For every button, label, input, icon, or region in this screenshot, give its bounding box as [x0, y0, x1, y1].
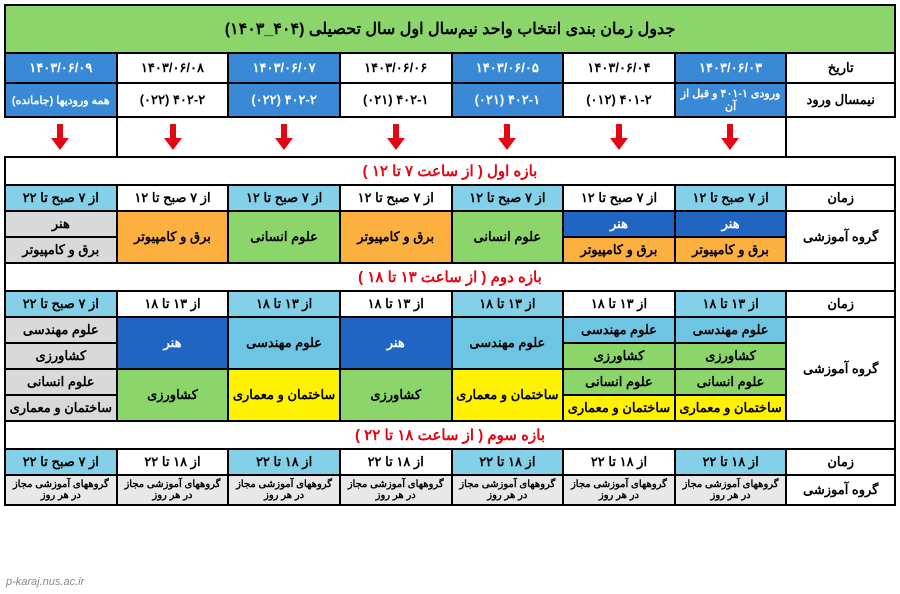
entry-6: همه ورودیها (جامانده)	[5, 83, 117, 117]
g-ensani: علوم انسانی	[228, 211, 340, 263]
date-1: ۱۴۰۳/۰۶/۰۴	[563, 53, 675, 83]
g-mohandesi: علوم مهندسی	[675, 317, 787, 343]
t1-3: از ۷ صبح تا ۱۲	[340, 185, 452, 211]
g-mohandesi: علوم مهندسی	[5, 317, 117, 343]
label-entry: نیمسال ورود	[786, 83, 895, 117]
g-honar: هنر	[5, 211, 117, 237]
date-4: ۱۴۰۳/۰۶/۰۷	[228, 53, 340, 83]
arrow-icon	[383, 122, 409, 152]
t2-1: از ۱۳ تا ۱۸	[563, 291, 675, 317]
t3-3: از ۱۸ تا ۲۲	[340, 449, 452, 475]
g-all: گروههای آموزشی مجاز در هر روز	[452, 475, 564, 505]
label-time: زمان	[786, 449, 895, 475]
label-date: تاریخ	[786, 53, 895, 83]
t2-4: از ۱۳ تا ۱۸	[228, 291, 340, 317]
arrow-icon	[47, 122, 73, 152]
g-ensani: علوم انسانی	[675, 369, 787, 395]
g-all: گروههای آموزشی مجاز در هر روز	[5, 475, 117, 505]
t1-2: از ۷ صبح تا ۱۲	[452, 185, 564, 211]
t2-0: از ۱۳ تا ۱۸	[675, 291, 787, 317]
date-6: ۱۴۰۳/۰۶/۰۹	[5, 53, 117, 83]
t3-0: از ۱۸ تا ۲۲	[675, 449, 787, 475]
g-memari: ساختمان و معماری	[452, 369, 564, 421]
date-3: ۱۴۰۳/۰۶/۰۶	[340, 53, 452, 83]
t2-2: از ۱۳ تا ۱۸	[452, 291, 564, 317]
g-kesh: کشاورزی	[563, 343, 675, 369]
t1-6: از ۷ صبح تا ۲۲	[5, 185, 117, 211]
label-time: زمان	[786, 291, 895, 317]
section-1: بازه اول ( از ساعت ۷ تا ۱۲ )	[5, 157, 895, 185]
g-memari: ساختمان و معماری	[5, 395, 117, 421]
g-honar: هنر	[117, 317, 229, 369]
entry-3: ۴۰۲-۱ (۰۲۱)	[340, 83, 452, 117]
entry-1: ۴۰۱-۲ (۰۱۲)	[563, 83, 675, 117]
g-barq: برق و کامپیوتر	[117, 211, 229, 263]
entry-2: ۴۰۲-۱ (۰۲۱)	[452, 83, 564, 117]
g-memari: ساختمان و معماری	[228, 369, 340, 421]
t2-3: از ۱۳ تا ۱۸	[340, 291, 452, 317]
g-barq: برق و کامپیوتر	[5, 237, 117, 263]
g-all: گروههای آموزشی مجاز در هر روز	[340, 475, 452, 505]
date-0: ۱۴۰۳/۰۶/۰۳	[675, 53, 787, 83]
t1-0: از ۷ صبح تا ۱۲	[675, 185, 787, 211]
g-honar: هنر	[563, 211, 675, 237]
section-3: بازه سوم ( از ساعت ۱۸ تا ۲۲ )	[5, 421, 895, 449]
g-barq: برق و کامپیوتر	[675, 237, 787, 263]
g-barq: برق و کامپیوتر	[340, 211, 452, 263]
g-mohandesi: علوم مهندسی	[452, 317, 564, 369]
g-kesh: کشاورزی	[5, 343, 117, 369]
arrow-icon	[717, 122, 743, 152]
g-all: گروههای آموزشی مجاز در هر روز	[563, 475, 675, 505]
date-2: ۱۴۰۳/۰۶/۰۵	[452, 53, 564, 83]
arrow-icon	[606, 122, 632, 152]
t1-4: از ۷ صبح تا ۱۲	[228, 185, 340, 211]
g-mohandesi: علوم مهندسی	[228, 317, 340, 369]
entry-0: ورودی ۱-۴۰۱ و قبل از آن	[675, 83, 787, 117]
label-group: گروه آموزشی	[786, 317, 895, 421]
t1-1: از ۷ صبح تا ۱۲	[563, 185, 675, 211]
g-mohandesi: علوم مهندسی	[563, 317, 675, 343]
section-2: بازه دوم ( از ساعت ۱۳ تا ۱۸ )	[5, 263, 895, 291]
label-group: گروه آموزشی	[786, 211, 895, 263]
g-ensani: علوم انسانی	[452, 211, 564, 263]
g-honar: هنر	[675, 211, 787, 237]
t3-2: از ۱۸ تا ۲۲	[452, 449, 564, 475]
g-ensani: علوم انسانی	[5, 369, 117, 395]
entry-4: ۴۰۲-۲ (۰۲۲)	[228, 83, 340, 117]
g-barq: برق و کامپیوتر	[563, 237, 675, 263]
g-memari: ساختمان و معماری	[563, 395, 675, 421]
g-honar: هنر	[340, 317, 452, 369]
arrow-icon	[494, 122, 520, 152]
t3-5: از ۱۸ تا ۲۲	[117, 449, 229, 475]
t3-6: از ۷ صبح تا ۲۲	[5, 449, 117, 475]
label-group: گروه آموزشی	[786, 475, 895, 505]
g-ensani: علوم انسانی	[563, 369, 675, 395]
footer-url: p-karaj.nus.ac.ir	[6, 576, 84, 588]
entry-5: ۴۰۲-۲ (۰۲۲)	[117, 83, 229, 117]
arrow-icon	[271, 122, 297, 152]
t2-6: از ۷ صبح تا ۲۲	[5, 291, 117, 317]
g-memari: ساختمان و معماری	[675, 395, 787, 421]
g-kesh: کشاورزی	[340, 369, 452, 421]
t3-4: از ۱۸ تا ۲۲	[228, 449, 340, 475]
t2-5: از ۱۳ تا ۱۸	[117, 291, 229, 317]
g-kesh: کشاورزی	[117, 369, 229, 421]
t1-5: از ۷ صبح تا ۱۲	[117, 185, 229, 211]
arrow-icon	[160, 122, 186, 152]
g-all: گروههای آموزشی مجاز در هر روز	[675, 475, 787, 505]
t3-1: از ۱۸ تا ۲۲	[563, 449, 675, 475]
g-all: گروههای آموزشی مجاز در هر روز	[117, 475, 229, 505]
g-kesh: کشاورزی	[675, 343, 787, 369]
label-time: زمان	[786, 185, 895, 211]
g-all: گروههای آموزشی مجاز در هر روز	[228, 475, 340, 505]
schedule-table: جدول زمان بندی انتخاب واحد نیم‌سال اول س…	[4, 4, 896, 506]
title-cell: جدول زمان بندی انتخاب واحد نیم‌سال اول س…	[5, 5, 895, 53]
date-5: ۱۴۰۳/۰۶/۰۸	[117, 53, 229, 83]
